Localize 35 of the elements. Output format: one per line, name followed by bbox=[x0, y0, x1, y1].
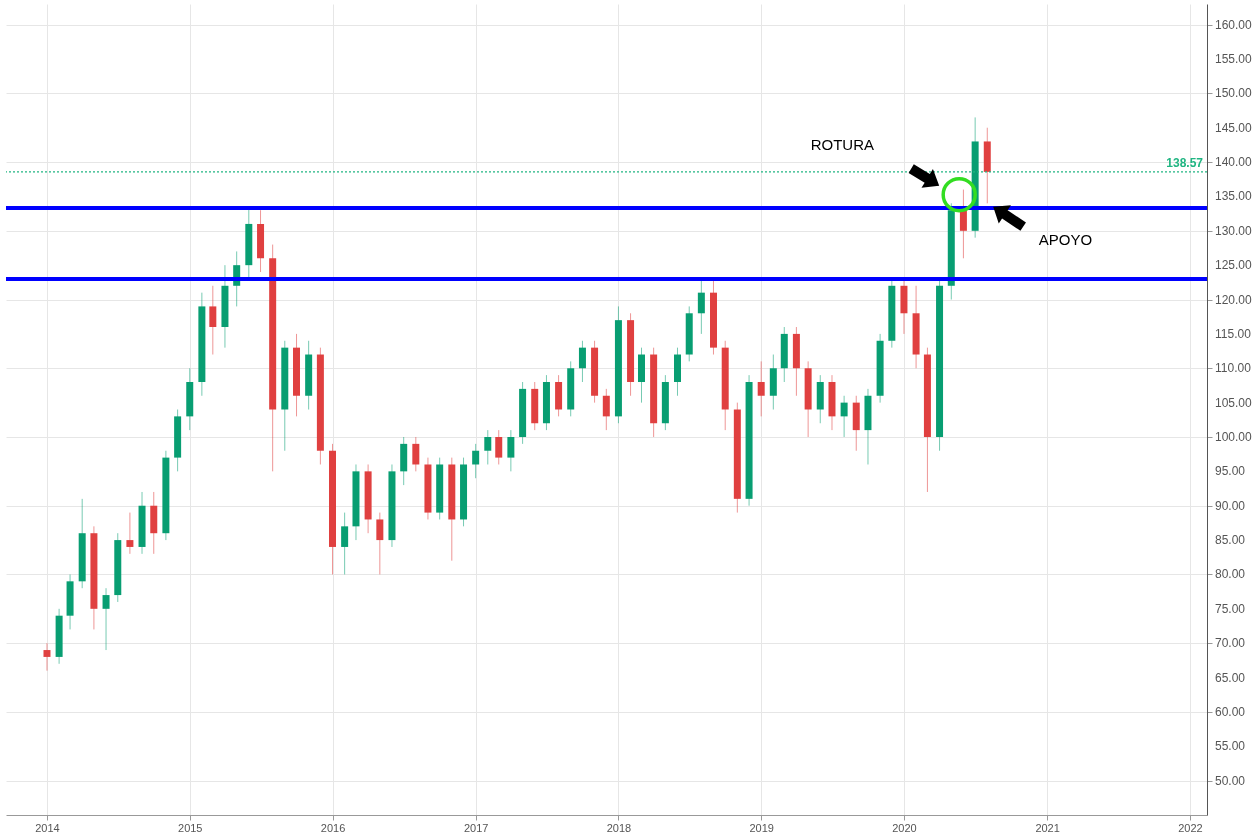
x-tick-label: 2022 bbox=[1178, 821, 1203, 834]
y-tick-label: 130.00 bbox=[1215, 223, 1253, 238]
y-tick-label: 105.00 bbox=[1215, 395, 1253, 410]
y-tick-label: 95.00 bbox=[1215, 464, 1246, 479]
x-tick-label: 2015 bbox=[178, 821, 203, 834]
annotation: ROTURA bbox=[810, 136, 875, 154]
ref-line-label: 138.57 bbox=[1166, 155, 1204, 170]
y-tick-label: 115.00 bbox=[1215, 326, 1252, 341]
y-tick-label: 100.00 bbox=[1215, 429, 1253, 444]
y-tick-label: 135.00 bbox=[1215, 189, 1253, 204]
y-tick-label: 60.00 bbox=[1215, 704, 1246, 719]
y-tick-label: 65.00 bbox=[1215, 670, 1246, 685]
y-tick-label: 150.00 bbox=[1215, 86, 1253, 101]
x-tick-label: 2018 bbox=[606, 821, 632, 834]
y-tick-label: 70.00 bbox=[1215, 636, 1246, 651]
x-tick-label: 2020 bbox=[892, 821, 917, 834]
y-tick-label: 110.00 bbox=[1215, 361, 1252, 376]
x-tick-label: 2019 bbox=[749, 821, 774, 834]
x-tick-label: 2016 bbox=[320, 821, 346, 834]
y-tick-label: 140.00 bbox=[1215, 155, 1253, 170]
y-tick-label: 155.00 bbox=[1215, 51, 1253, 66]
x-tick-label: 2021 bbox=[1035, 821, 1060, 834]
y-tick-label: 125.00 bbox=[1215, 258, 1253, 273]
y-tick-label: 85.00 bbox=[1215, 533, 1246, 548]
x-tick-label: 2017 bbox=[463, 821, 489, 834]
y-tick-label: 90.00 bbox=[1215, 498, 1246, 513]
annotation: APOYO bbox=[1038, 231, 1093, 248]
y-tick-label: 145.00 bbox=[1215, 120, 1253, 135]
y-tick-label: 160.00 bbox=[1215, 17, 1253, 32]
y-tick-label: 120.00 bbox=[1215, 292, 1253, 307]
y-tick-label: 75.00 bbox=[1215, 601, 1246, 616]
y-tick-label: 50.00 bbox=[1215, 773, 1246, 788]
y-tick-label: 55.00 bbox=[1215, 739, 1246, 754]
y-tick-label: 80.00 bbox=[1215, 567, 1246, 582]
x-tick-label: 2014 bbox=[35, 821, 60, 834]
